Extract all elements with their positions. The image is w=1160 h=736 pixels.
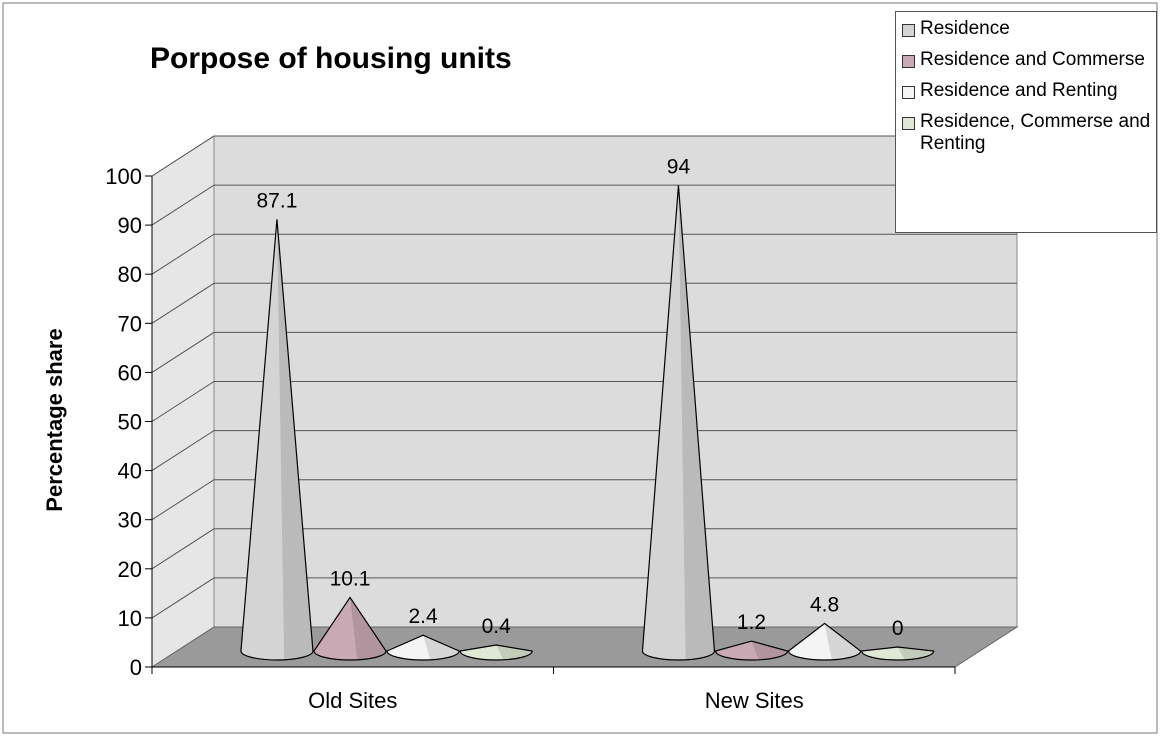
cone: [714, 640, 789, 661]
cone-shade: [751, 641, 788, 660]
cone: [641, 185, 716, 661]
cone-body: [386, 634, 460, 661]
legend-item: Residence: [902, 18, 1152, 40]
cone-shade: [678, 185, 715, 660]
legend-label: Residence: [920, 18, 1010, 39]
cone: [787, 622, 862, 661]
cone-body: [861, 646, 935, 661]
legend-item: Residence, Commerse and Renting: [902, 111, 1152, 155]
legend-swatch: [902, 117, 915, 130]
cone-body: [459, 644, 533, 661]
y-tick-label: 60: [118, 360, 142, 385]
x-tick-label: Old Sites: [308, 688, 397, 713]
cone: [861, 646, 935, 661]
grid-line: [151, 479, 1017, 521]
legend-label: Residence and Commerse: [920, 49, 1145, 70]
cone-shade: [496, 645, 533, 660]
grid-line: [151, 282, 1017, 324]
cone-shade: [824, 623, 861, 660]
cone-shade: [423, 635, 460, 660]
y-tick-label: 10: [118, 606, 142, 631]
y-tick-label: 40: [118, 459, 142, 484]
legend-swatch: [902, 55, 915, 68]
cone-body: [313, 596, 387, 661]
y-tick-label: 30: [118, 508, 142, 533]
legend: Residence Residence and Commerse Residence…: [895, 11, 1157, 233]
grid-line: [151, 430, 1017, 472]
y-tick-label: 100: [105, 164, 142, 189]
y-tick-label: 20: [118, 557, 142, 582]
grid-line: [151, 577, 1017, 619]
cone: [386, 634, 460, 661]
y-tick-label: 90: [118, 213, 142, 238]
chart-title: Porpose of housing units: [150, 42, 512, 75]
data-label: 2.4: [408, 605, 438, 628]
legend-item: Residence and Commerse: [902, 49, 1152, 71]
data-label: 0: [892, 617, 904, 640]
data-label: 1.2: [737, 611, 766, 634]
grid-line: [151, 528, 1017, 570]
y-tick-label: 50: [118, 410, 142, 435]
grid-line: [151, 331, 1017, 373]
cone-body: [787, 622, 862, 661]
cone: [459, 644, 533, 661]
legend-label: Residence and Renting: [920, 80, 1118, 101]
x-tick-label: New Sites: [705, 688, 804, 713]
y-tick-label: 70: [118, 311, 142, 336]
grid-line: [151, 135, 1017, 177]
cone-shade: [350, 597, 387, 660]
cone: [240, 219, 314, 661]
grid-line: [151, 184, 1017, 226]
data-label: 94: [667, 155, 691, 178]
y-tick-label: 0: [130, 655, 142, 680]
legend-swatch: [902, 24, 915, 37]
cone-body: [240, 219, 314, 661]
legend-label: Residence, Commerse and Renting: [920, 111, 1151, 154]
legend-swatch: [902, 86, 915, 99]
cone-shade: [276, 219, 313, 660]
legend-item: Residence and Renting: [902, 80, 1152, 102]
cone-shade: [897, 647, 934, 660]
cone: [313, 596, 387, 661]
data-label: 4.8: [810, 593, 839, 616]
grid-line: [151, 233, 1017, 275]
data-label: 0.4: [482, 615, 512, 638]
cone-body: [714, 640, 789, 661]
y-axis-label: Percentage share: [42, 328, 67, 511]
data-label: 10.1: [330, 567, 371, 590]
data-label: 87.1: [257, 189, 298, 212]
cone-body: [641, 185, 716, 661]
grid-line: [151, 381, 1017, 422]
y-tick-label: 80: [118, 262, 142, 287]
